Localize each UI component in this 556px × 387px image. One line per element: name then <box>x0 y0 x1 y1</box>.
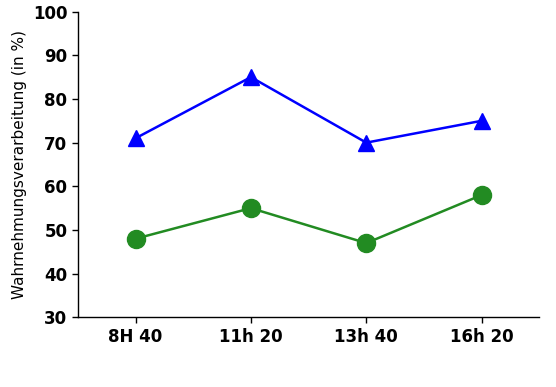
Y-axis label: Wahrnehmungsverarbeitung (in %): Wahrnehmungsverarbeitung (in %) <box>12 30 27 299</box>
